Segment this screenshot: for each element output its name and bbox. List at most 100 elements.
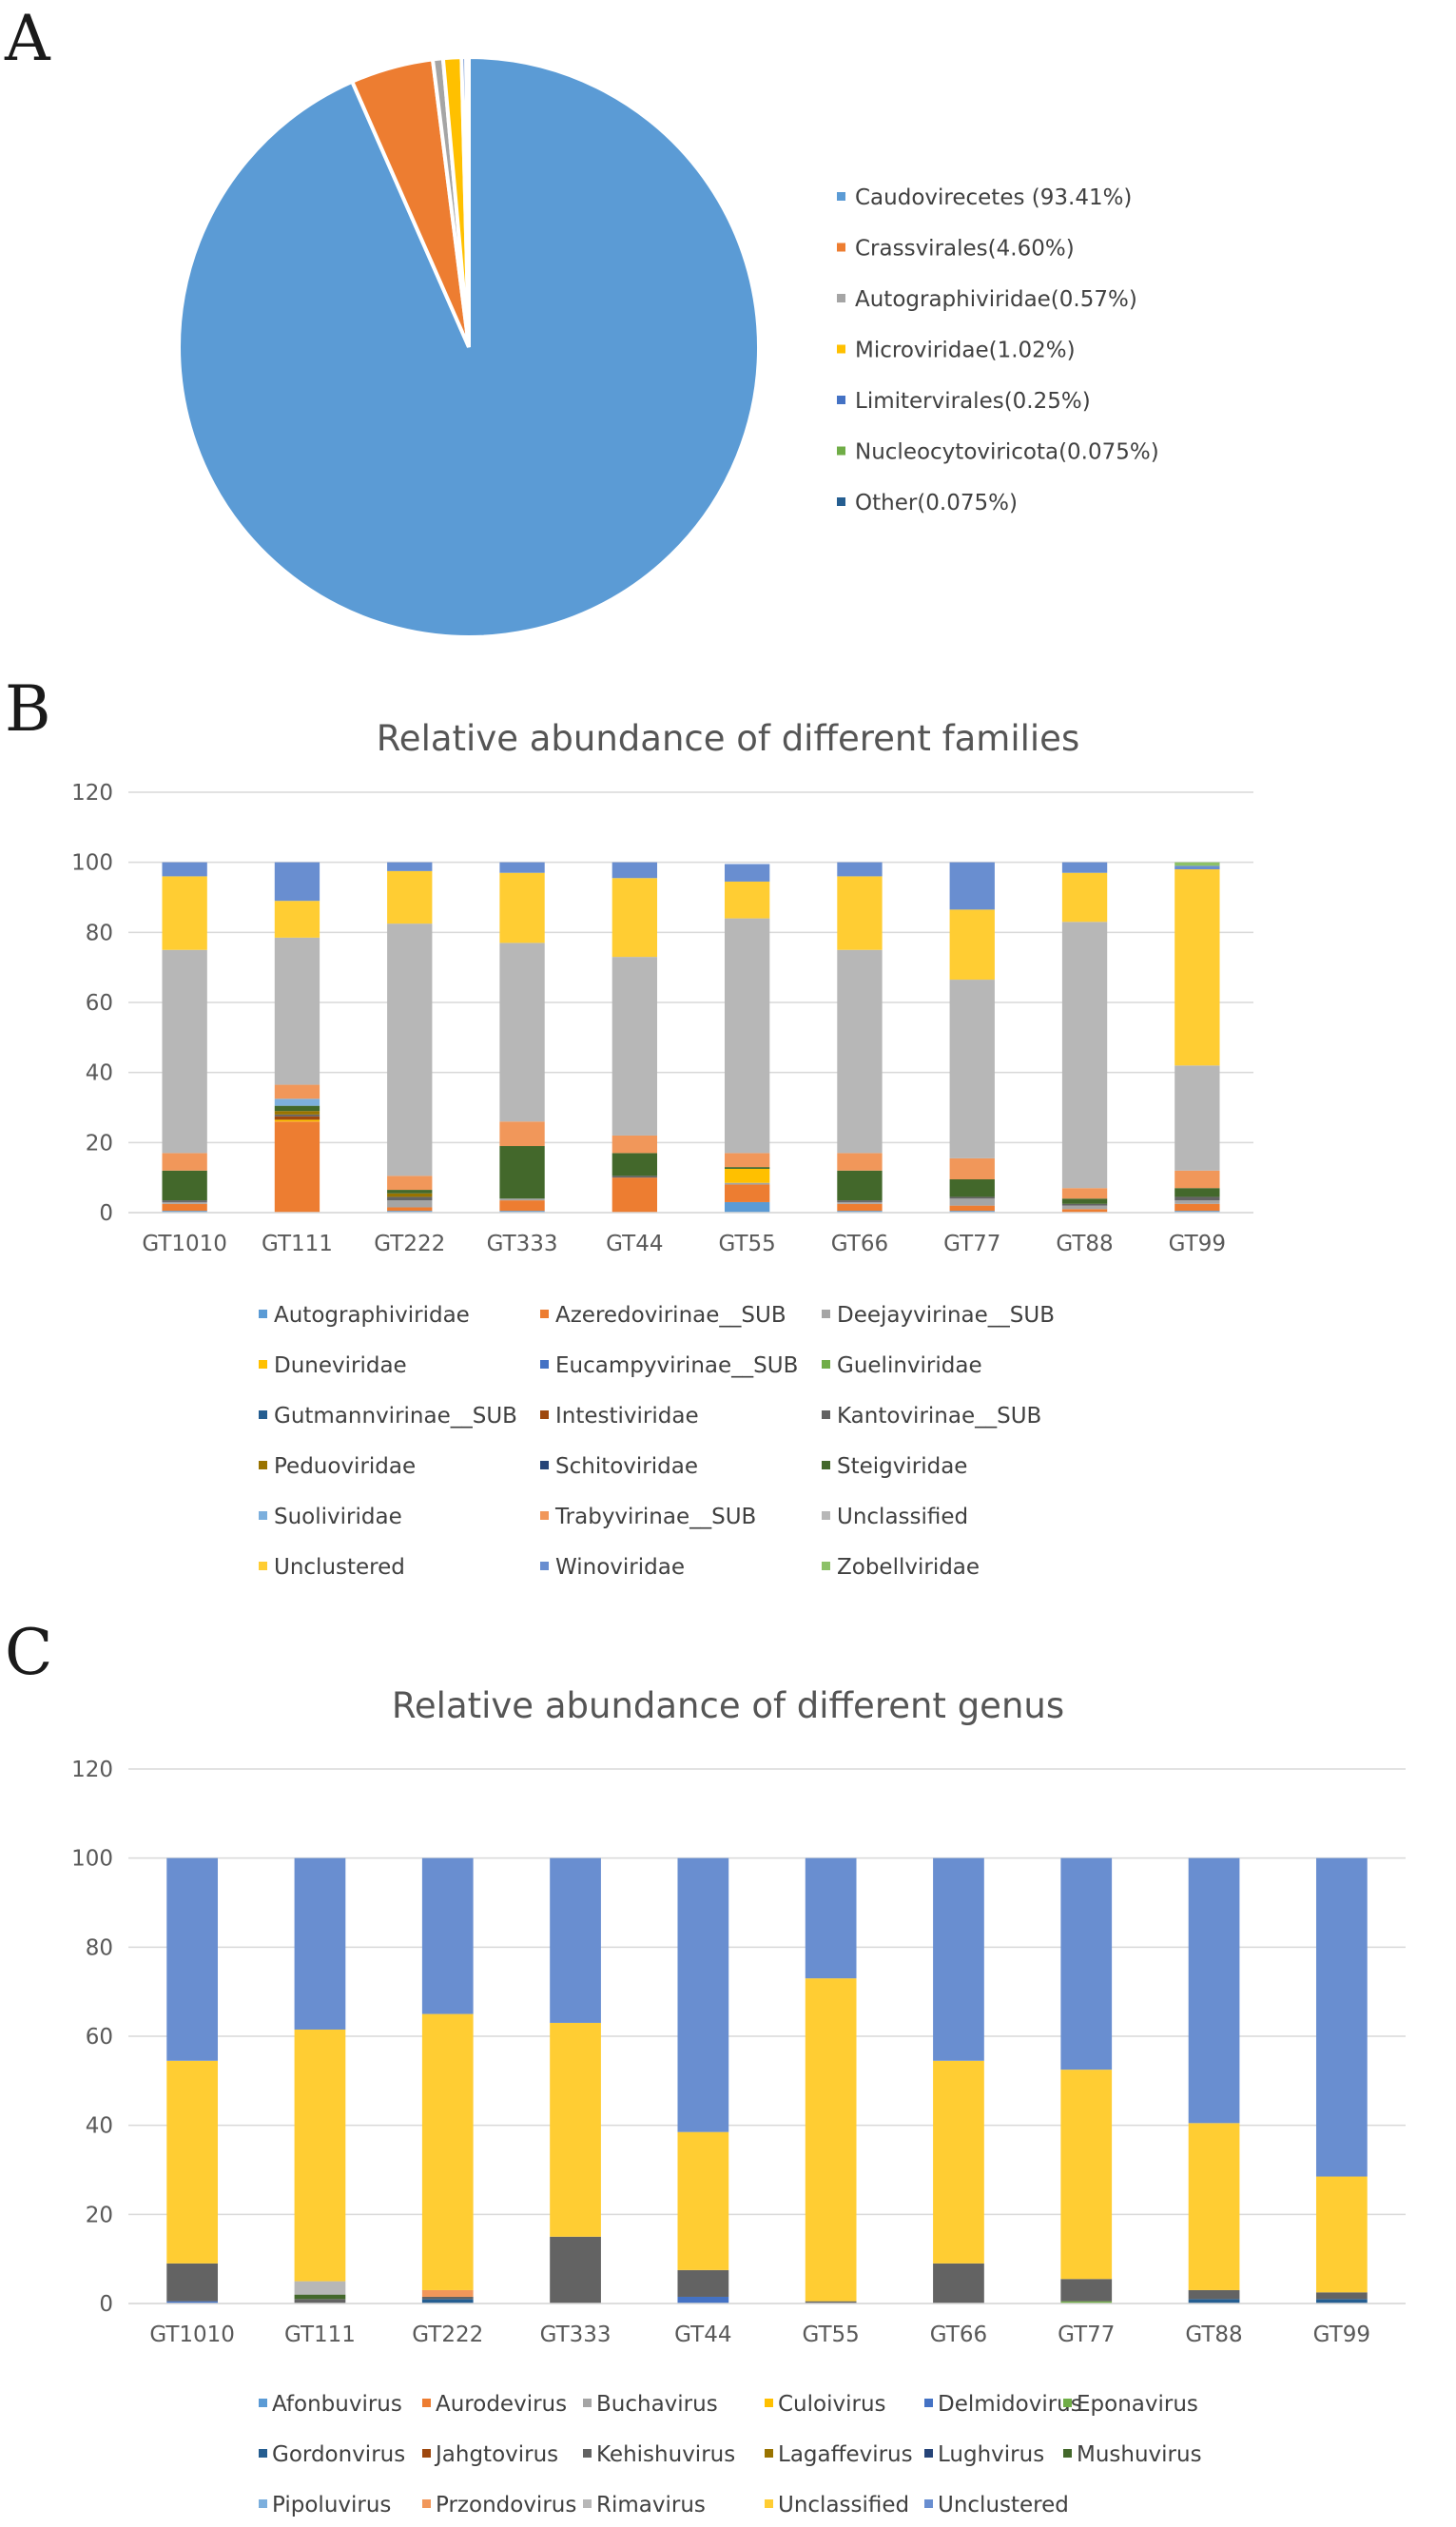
bar-segment	[1061, 872, 1108, 923]
bar-segment	[1315, 2176, 1368, 2293]
bar-segment	[724, 1167, 770, 1169]
legend-label: Lagaffevirus	[778, 2442, 913, 2467]
x-tick-label: GT222	[412, 2323, 483, 2347]
legend-label: Rimavirus	[596, 2493, 706, 2517]
bar-segment	[837, 862, 883, 877]
bar-segment	[421, 1857, 474, 2014]
y-tick-label: 120	[71, 781, 113, 806]
bar-segment	[612, 1153, 658, 1176]
bar-segment	[612, 862, 658, 879]
bar-segment	[387, 1207, 433, 1212]
bar-segment	[162, 949, 207, 1154]
legend-swatch	[259, 1360, 267, 1369]
legend-label: Nucleocytoviricota(0.075%)	[855, 440, 1159, 465]
x-tick-label: GT333	[540, 2323, 612, 2347]
x-tick-label: GT77	[943, 1232, 1000, 1256]
legend-swatch	[1063, 2399, 1072, 2407]
bar-segment	[294, 2029, 346, 2282]
bar-segment	[724, 918, 770, 1154]
legend-label: Duneviridae	[274, 1353, 407, 1378]
bar-segment	[612, 957, 658, 1136]
bar-segment	[1175, 1211, 1220, 1213]
legend-swatch	[924, 2399, 933, 2407]
bar-segment	[1061, 922, 1108, 1189]
bar-segment	[162, 1153, 207, 1171]
legend-swatch	[259, 1511, 267, 1520]
bar-segment	[949, 1196, 995, 1199]
x-tick-label: GT44	[674, 2323, 731, 2347]
legend-swatch	[837, 344, 845, 354]
legend-label: Pipoluvirus	[272, 2493, 391, 2517]
x-tick-label: GT333	[487, 1232, 558, 1256]
legend-swatch	[540, 1360, 549, 1369]
legend-label: Autographiviridae	[274, 1303, 470, 1328]
legend-swatch	[765, 2499, 773, 2508]
legend-swatch	[259, 1461, 267, 1469]
legend-swatch	[765, 2449, 773, 2458]
bar-segment	[162, 862, 207, 877]
legend-swatch	[540, 1410, 549, 1419]
legend-swatch	[540, 1562, 549, 1570]
bar-segment	[274, 1105, 320, 1112]
legend-swatch	[422, 2449, 431, 2458]
bar-segment	[949, 1179, 995, 1197]
bar-segment	[933, 2060, 984, 2264]
bar-segment	[612, 1135, 658, 1154]
bar-segment	[294, 2294, 346, 2300]
bar-segment	[1061, 1205, 1108, 1210]
x-tick-label: GT88	[1185, 2323, 1242, 2347]
bar-segment	[933, 2263, 984, 2303]
bar-segment	[1061, 1188, 1108, 1199]
bar-segment	[1175, 1170, 1220, 1189]
bar-segment	[162, 1203, 207, 1212]
y-tick-label: 40	[86, 2114, 113, 2139]
x-tick-label: GT111	[262, 1232, 333, 1256]
bar-segment	[387, 870, 433, 924]
bar-segment	[724, 1184, 770, 1202]
bar-segment	[677, 2269, 729, 2297]
legend-label: Suoliviridae	[274, 1505, 402, 1529]
legend-label: Unclassified	[837, 1505, 968, 1529]
bar-segment	[274, 937, 320, 1085]
bar-segment	[421, 2296, 474, 2300]
legend-swatch	[259, 2499, 267, 2508]
bar-segment	[499, 1146, 545, 1199]
bar-segment	[805, 2301, 857, 2303]
y-tick-label: 60	[86, 2025, 113, 2050]
bar-segment	[499, 862, 545, 873]
bar-segment	[387, 1211, 433, 1213]
panel-label-b: B	[5, 672, 51, 746]
legend-label: Unclustered	[274, 1555, 405, 1579]
bar-segment	[1175, 1065, 1220, 1171]
genus-chart: 0 20 40 60 80 100 120 GT1010 GT111 GT222 GT333 GT44…	[71, 1758, 1406, 2517]
bar-segment	[724, 1153, 770, 1168]
bar-segment	[949, 1157, 995, 1180]
y-tick-label: 60	[86, 991, 113, 1016]
legend-swatch	[422, 2399, 431, 2407]
panel-label-c: C	[5, 1616, 53, 1689]
x-tick-label: GT77	[1058, 2323, 1115, 2347]
bar-segment	[933, 1857, 984, 2061]
pie-slice	[465, 54, 471, 348]
bar-segment	[724, 1168, 770, 1183]
legend-label: Unclassified	[778, 2493, 909, 2517]
bar-segment	[550, 1857, 601, 2023]
legend-swatch	[259, 2399, 267, 2407]
bar-segment	[1175, 862, 1220, 866]
bar-segment	[1175, 1200, 1220, 1204]
legend-swatch	[540, 1511, 549, 1520]
bar-segment	[162, 1211, 207, 1213]
legend-swatch	[822, 1360, 830, 1369]
legend-swatch	[583, 2449, 592, 2458]
legend-label: Peduoviridae	[274, 1454, 416, 1479]
bar-segment	[274, 1111, 320, 1115]
legend-swatch	[540, 1310, 549, 1318]
bar-segment	[387, 1193, 433, 1197]
x-tick-label: GT55	[802, 2323, 859, 2347]
bar-segment	[1060, 1857, 1113, 2070]
legend-swatch	[259, 1310, 267, 1318]
x-tick-label: GT55	[718, 1232, 775, 1256]
legend-label: Limitervirales(0.25%)	[855, 389, 1091, 414]
legend-label: Caudovirecetes (93.41%)	[855, 185, 1132, 210]
bar-segment	[421, 2013, 474, 2290]
